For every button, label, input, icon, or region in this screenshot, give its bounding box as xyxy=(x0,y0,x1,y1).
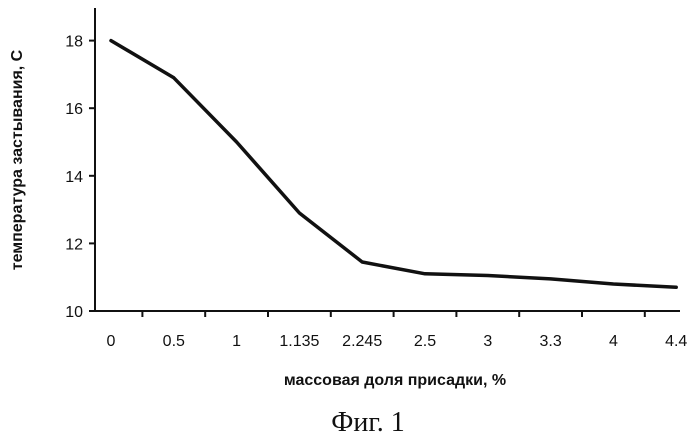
x-tick-label: 3 xyxy=(483,333,492,350)
x-tick-label: 1 xyxy=(232,333,241,350)
x-tick-label: 3.3 xyxy=(539,333,561,350)
x-tick-label: 2.245 xyxy=(342,333,382,350)
x-tick-label: 1.135 xyxy=(279,333,319,350)
x-axis-ticks: 0 0.5 1 1.135 2.245 2.5 3 3.3 4 4.4 xyxy=(107,311,688,350)
x-axis-title: массовая доля присадки, % xyxy=(284,372,506,389)
y-tick-label: 14 xyxy=(65,169,83,186)
y-tick-label: 10 xyxy=(65,304,83,321)
y-tick-label: 12 xyxy=(65,236,83,253)
x-tick-label: 0 xyxy=(107,333,116,350)
y-axis-ticks: 10 12 14 16 18 xyxy=(65,34,95,321)
y-tick-label: 16 xyxy=(65,101,83,118)
x-tick-label: 2.5 xyxy=(414,333,436,350)
figure-caption: Фиг. 1 xyxy=(331,407,404,438)
x-tick-label: 4.4 xyxy=(665,333,687,350)
x-tick-label: 0.5 xyxy=(163,333,185,350)
series-line xyxy=(111,41,676,288)
y-axis-title: температура застывания, С xyxy=(9,49,26,270)
x-tick-label: 4 xyxy=(609,333,618,350)
y-tick-label: 18 xyxy=(65,34,83,51)
